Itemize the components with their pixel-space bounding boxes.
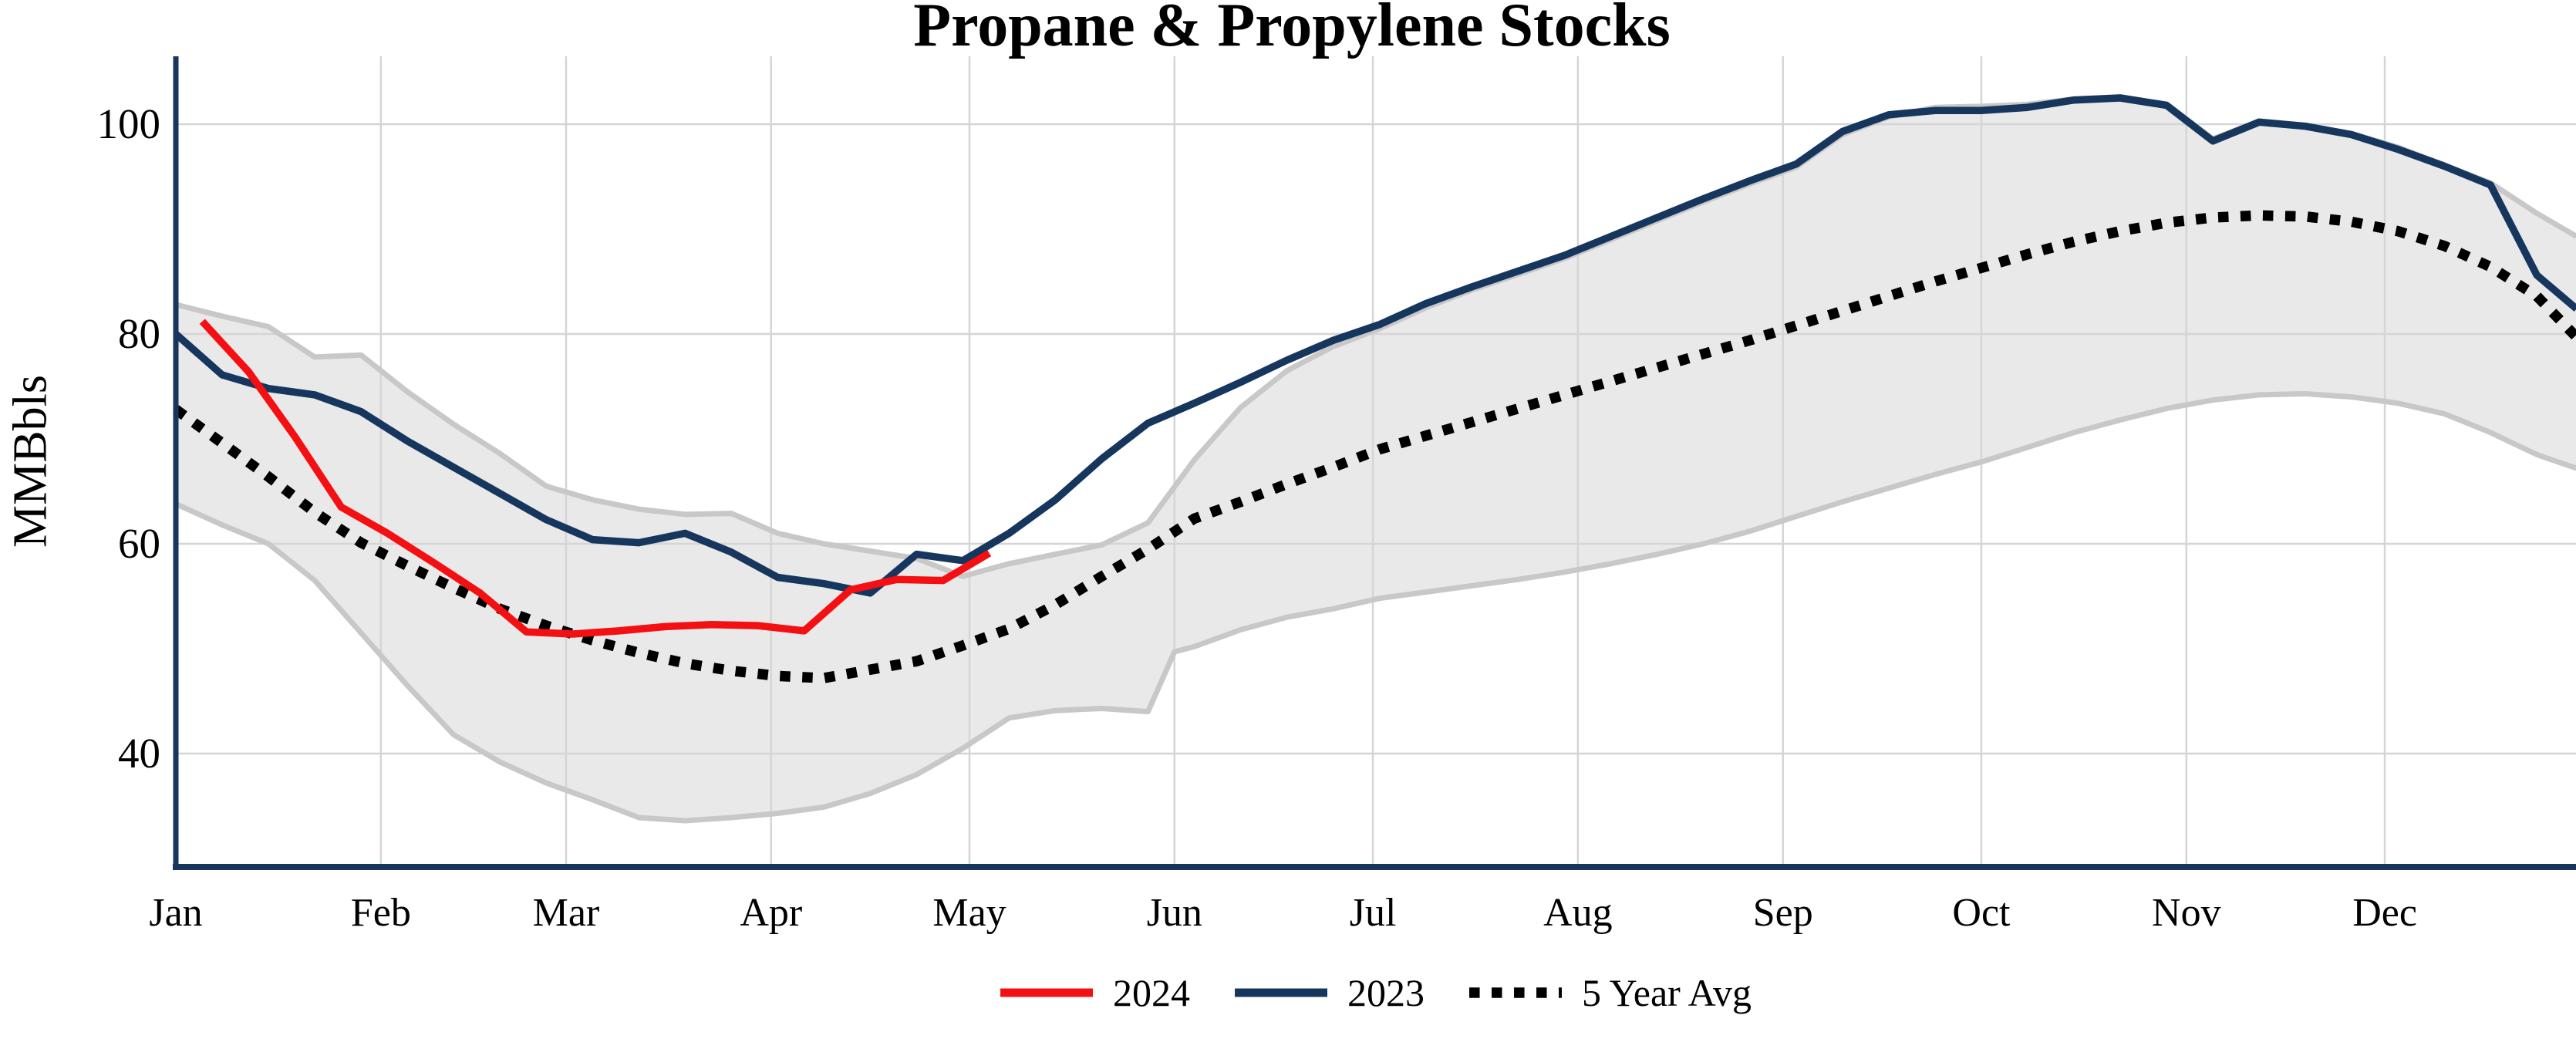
y-tick-60: 60 [118,520,160,567]
y-tick-40: 40 [118,730,160,777]
x-tick-feb: Feb [350,891,411,935]
legend-swatch-2024 [1000,988,1094,997]
x-tick-sep: Sep [1752,891,1813,935]
y-axis-line [173,56,179,870]
x-tick-jul: Jul [1349,891,1397,935]
x-tick-apr: Apr [740,891,803,935]
legend-item-2024: 2024 [1000,973,1190,1012]
x-tick-jun: Jun [1146,891,1202,935]
legend-swatch-2023 [1235,988,1328,997]
legend-label-5-year-avg: 5 Year Avg [1582,971,1752,1014]
chart-legend: 2024 2023 5 Year Avg [1000,973,1752,1012]
y-tick-100: 100 [96,100,161,147]
series-line-5-year-avg [173,210,2576,683]
legend-label-2024: 2024 [1113,971,1191,1014]
x-tick-mar: Mar [532,891,600,935]
x-tick-nov: Nov [2152,891,2221,935]
x-axis-line [173,864,2576,870]
chart-title: Propane & Propylene Stocks [913,0,1671,59]
legend-label-2023: 2023 [1347,971,1425,1014]
legend-swatch-5-year-avg [1469,987,1563,998]
series-line-2024 [199,319,992,638]
five-year-range-band [176,96,2576,821]
x-tick-may: May [932,891,1006,935]
series-line-2023 [173,94,2576,597]
legend-item-2023: 2023 [1235,973,1425,1012]
x-tick-oct: Oct [1952,891,2011,935]
x-tick-dec: Dec [2352,891,2417,935]
y-tick-80: 80 [118,310,160,357]
x-tick-aug: Aug [1543,891,1613,935]
band-lower-edge [174,391,2576,824]
x-tick-jan: Jan [149,891,203,935]
legend-item-5-year-avg: 5 Year Avg [1469,973,1752,1012]
